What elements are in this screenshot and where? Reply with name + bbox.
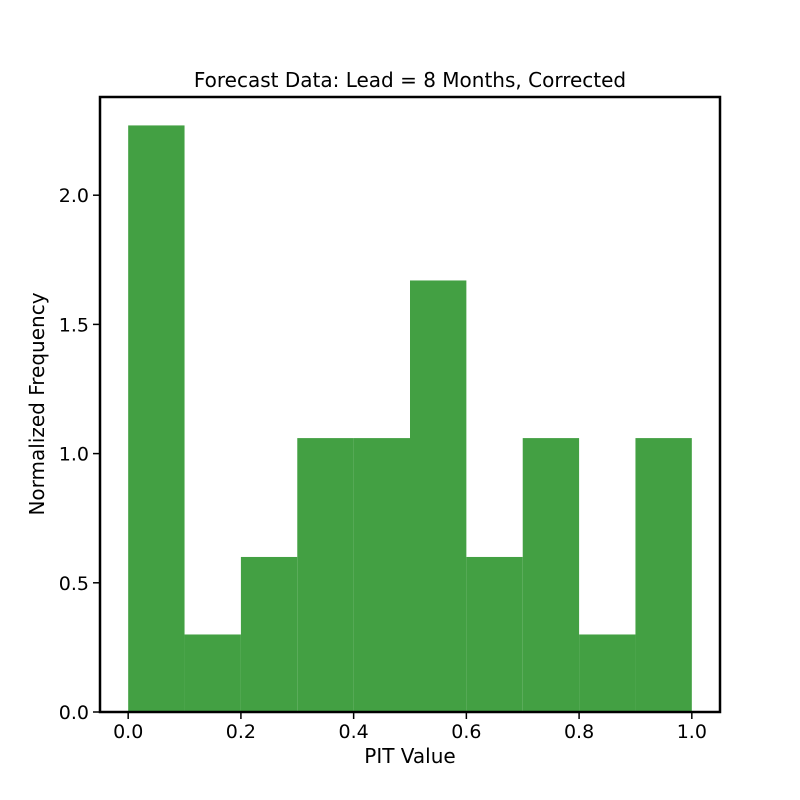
histogram-bar	[410, 280, 467, 712]
x-tick-label: 0.6	[451, 721, 481, 743]
y-axis-label: Normalized Frequency	[25, 292, 49, 515]
y-tick-label: 0.0	[59, 702, 89, 724]
histogram-bar	[353, 438, 410, 712]
histogram-bar	[184, 634, 241, 712]
plot-frame	[98, 95, 722, 714]
x-axis-ticks: 0.0 0.2 0.4 0.6 0.8 1.0	[113, 712, 707, 743]
chart-title: Forecast Data: Lead = 8 Months, Correcte…	[194, 68, 626, 92]
histogram-bar	[522, 438, 580, 712]
x-tick-label: 0.0	[113, 721, 143, 743]
histogram-bar	[240, 556, 298, 712]
x-tick-label: 0.8	[564, 721, 594, 743]
histogram-bar	[128, 125, 185, 712]
x-tick-label: 0.4	[339, 721, 369, 743]
x-tick-label: 0.2	[226, 721, 256, 743]
y-tick-label: 1.5	[59, 314, 89, 336]
x-axis-label: PIT Value	[364, 744, 455, 768]
histogram-bar	[635, 438, 692, 712]
y-tick-label: 2.0	[59, 185, 89, 207]
histogram-bar	[579, 634, 636, 712]
y-tick-label: 1.0	[59, 444, 89, 466]
x-tick-label: 1.0	[677, 721, 707, 743]
y-axis-ticks: 0.0 0.5 1.0 1.5 2.0	[59, 185, 100, 724]
bars-group	[128, 125, 692, 712]
histogram-bar	[466, 556, 523, 712]
histogram-bar	[297, 438, 354, 712]
y-tick-label: 0.5	[59, 573, 89, 595]
